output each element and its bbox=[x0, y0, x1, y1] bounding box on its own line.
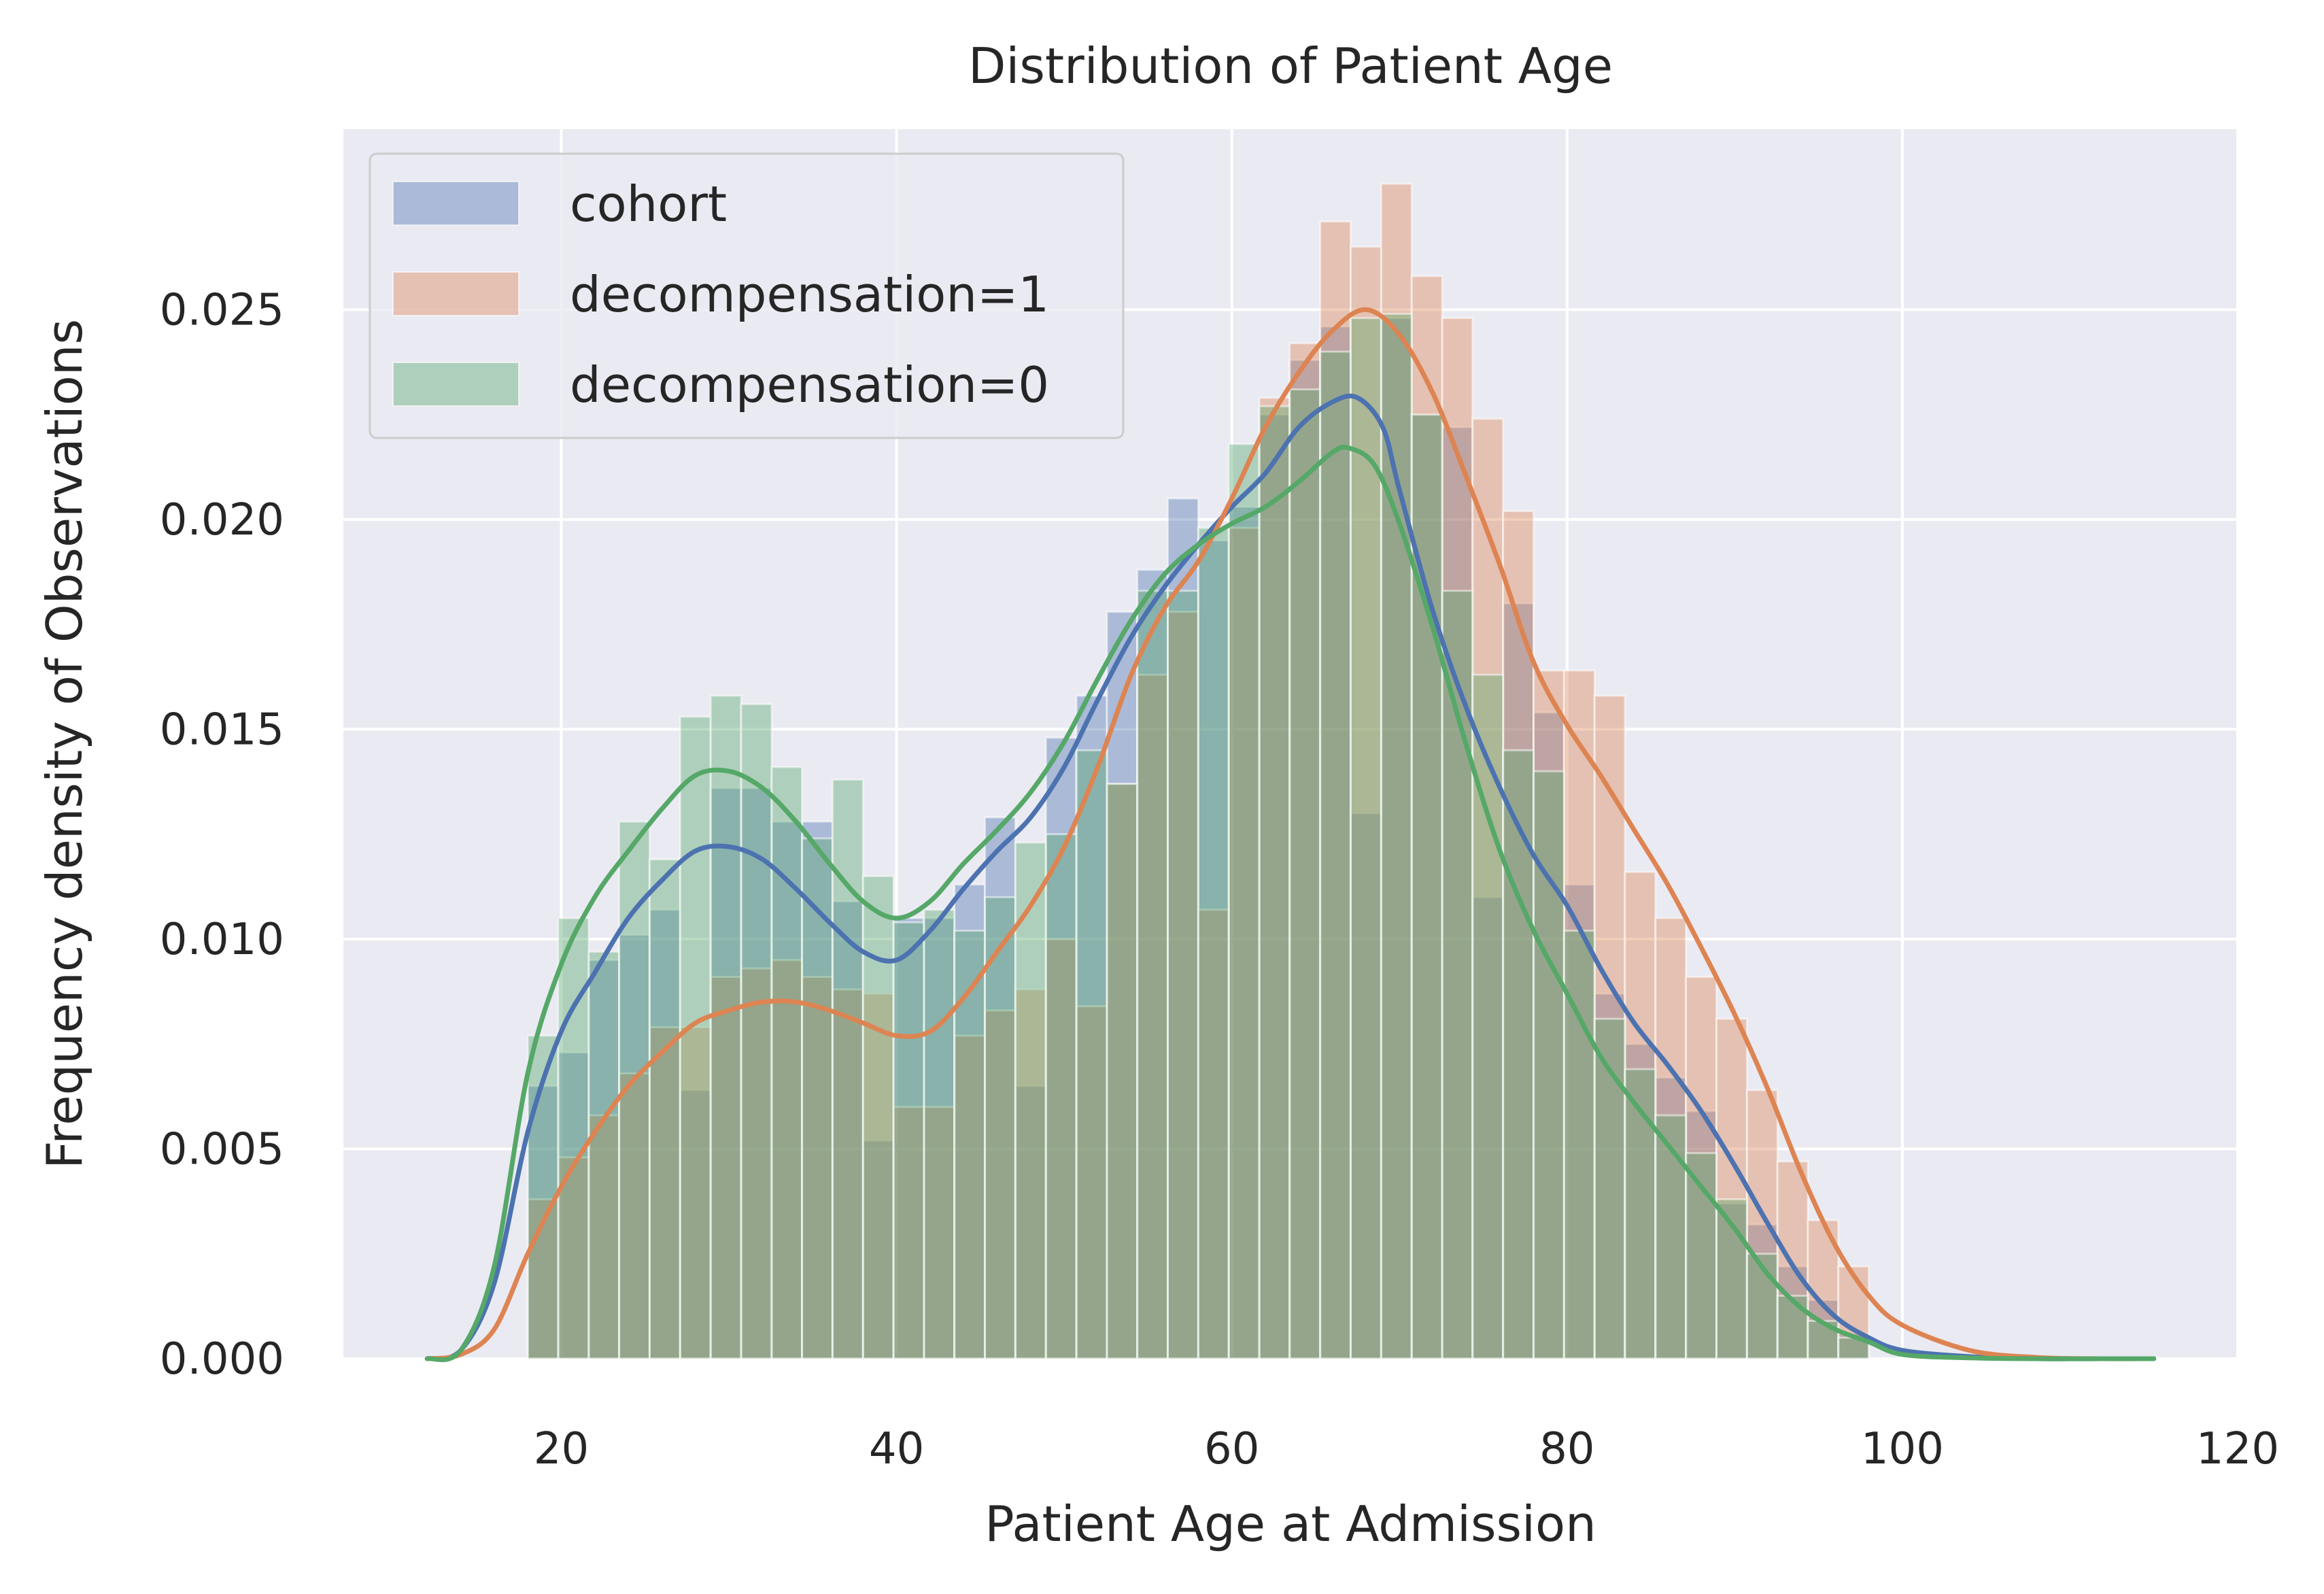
histogram-bar bbox=[984, 896, 1016, 1360]
histogram-bar bbox=[1288, 342, 1322, 1360]
histogram-bar bbox=[557, 917, 590, 1360]
kde-line-decompensation-1 bbox=[424, 307, 2157, 1361]
y-tick-label: 0.015 bbox=[160, 705, 284, 755]
histogram-bar bbox=[679, 715, 712, 1360]
histogram-bar bbox=[1441, 426, 1474, 1360]
histogram-bar bbox=[1044, 833, 1078, 1360]
kde-line-cohort bbox=[424, 393, 2157, 1361]
histogram-bar bbox=[587, 950, 621, 1360]
histogram-bar bbox=[1593, 1017, 1626, 1360]
histogram-bar bbox=[1319, 350, 1352, 1360]
y-tick-labels: 0.000 0.005 0.010 0.015 0.020 0.025 bbox=[160, 285, 284, 1385]
histogram-bar bbox=[1106, 783, 1139, 1360]
histogram-bar bbox=[1776, 1294, 1809, 1360]
histogram-bar bbox=[709, 694, 742, 1360]
histogram-bar bbox=[557, 1156, 590, 1360]
histogram-decompensation-0 bbox=[526, 313, 1870, 1360]
y-tick-label: 0.020 bbox=[160, 495, 284, 545]
x-tick-label: 80 bbox=[1539, 1424, 1594, 1474]
histogram-bar bbox=[1288, 388, 1322, 1360]
kde-curves bbox=[424, 307, 2157, 1363]
histogram-bar bbox=[1624, 870, 1657, 1360]
legend-swatch-decompensation-0 bbox=[392, 362, 519, 407]
histogram-bar bbox=[1044, 938, 1078, 1360]
histogram-bar bbox=[679, 1026, 712, 1360]
kde-line-decompensation-0 bbox=[424, 444, 2157, 1363]
y-tick-label: 0.000 bbox=[160, 1334, 284, 1385]
histogram-bar bbox=[618, 934, 651, 1360]
legend: cohort decompensation=1 decompensation=0 bbox=[369, 152, 1125, 439]
histogram-bar bbox=[740, 787, 773, 1360]
histogram-bar bbox=[1106, 783, 1139, 1360]
histogram-bar bbox=[1654, 1076, 1688, 1360]
histogram-bar bbox=[1197, 539, 1230, 1360]
histogram-bar bbox=[1745, 1253, 1779, 1360]
histogram-bar bbox=[1745, 1089, 1779, 1360]
x-tick-labels: 20 40 60 80 100 120 bbox=[534, 1424, 2279, 1474]
histogram-bar bbox=[709, 975, 742, 1360]
legend-label-cohort: cohort bbox=[570, 175, 727, 233]
histogram-bar bbox=[770, 766, 804, 1360]
histogram-bar bbox=[1197, 526, 1230, 1360]
legend-label-decompensation-0: decompensation=0 bbox=[570, 356, 1049, 413]
histogram-bars bbox=[526, 182, 1870, 1360]
histogram-bar bbox=[1380, 182, 1413, 1360]
x-tick-label: 120 bbox=[2196, 1424, 2279, 1474]
histogram-cohort bbox=[526, 317, 1870, 1360]
legend-swatch-cohort bbox=[392, 181, 519, 226]
histogram-bar bbox=[1350, 317, 1382, 1360]
x-axis-label: Patient Age at Admission bbox=[985, 1495, 1596, 1553]
legend-swatch-decompensation-1 bbox=[392, 271, 519, 316]
histogram-bar bbox=[892, 917, 925, 1360]
histogram-bar bbox=[892, 921, 925, 1360]
histogram-bar bbox=[861, 875, 895, 1360]
histogram-bar bbox=[801, 837, 834, 1360]
histogram-bar bbox=[1075, 749, 1108, 1360]
histogram-bar bbox=[1350, 245, 1382, 1360]
histogram-bar bbox=[1685, 975, 1718, 1360]
histogram-bar bbox=[648, 1026, 681, 1360]
x-tick-label: 40 bbox=[869, 1424, 924, 1474]
histogram-bar bbox=[1258, 405, 1291, 1360]
x-tick-label: 20 bbox=[534, 1424, 589, 1474]
y-tick-label: 0.005 bbox=[160, 1124, 284, 1174]
histogram-bar bbox=[953, 930, 987, 1360]
legend-label-decompensation-1: decompensation=1 bbox=[570, 266, 1049, 323]
histogram-bar bbox=[557, 1051, 590, 1360]
histogram-bar bbox=[984, 816, 1016, 1360]
histogram-bar bbox=[831, 778, 864, 1360]
histogram-bar bbox=[923, 909, 956, 1360]
x-tick-label: 60 bbox=[1204, 1424, 1259, 1474]
y-axis-label: Frequency density of Observations bbox=[36, 319, 93, 1169]
histogram-bar bbox=[953, 883, 987, 1360]
histogram-bar bbox=[1502, 749, 1535, 1360]
histogram-bar bbox=[1136, 590, 1169, 1360]
histogram-decompensation-1 bbox=[526, 182, 1870, 1360]
y-tick-label: 0.025 bbox=[160, 285, 284, 335]
chart-title: Distribution of Patient Age bbox=[968, 37, 1613, 95]
histogram-bar bbox=[740, 702, 773, 1360]
histogram-bar bbox=[1624, 1068, 1657, 1360]
legend-frame bbox=[369, 152, 1125, 439]
histogram-bar bbox=[1532, 770, 1565, 1360]
x-tick-label: 100 bbox=[1861, 1424, 1944, 1474]
histogram-bar bbox=[892, 1106, 925, 1360]
histogram-bar bbox=[1167, 590, 1199, 1360]
y-tick-label: 0.010 bbox=[160, 915, 284, 965]
histogram-bar bbox=[1227, 443, 1261, 1360]
histogram-bar bbox=[648, 858, 681, 1360]
